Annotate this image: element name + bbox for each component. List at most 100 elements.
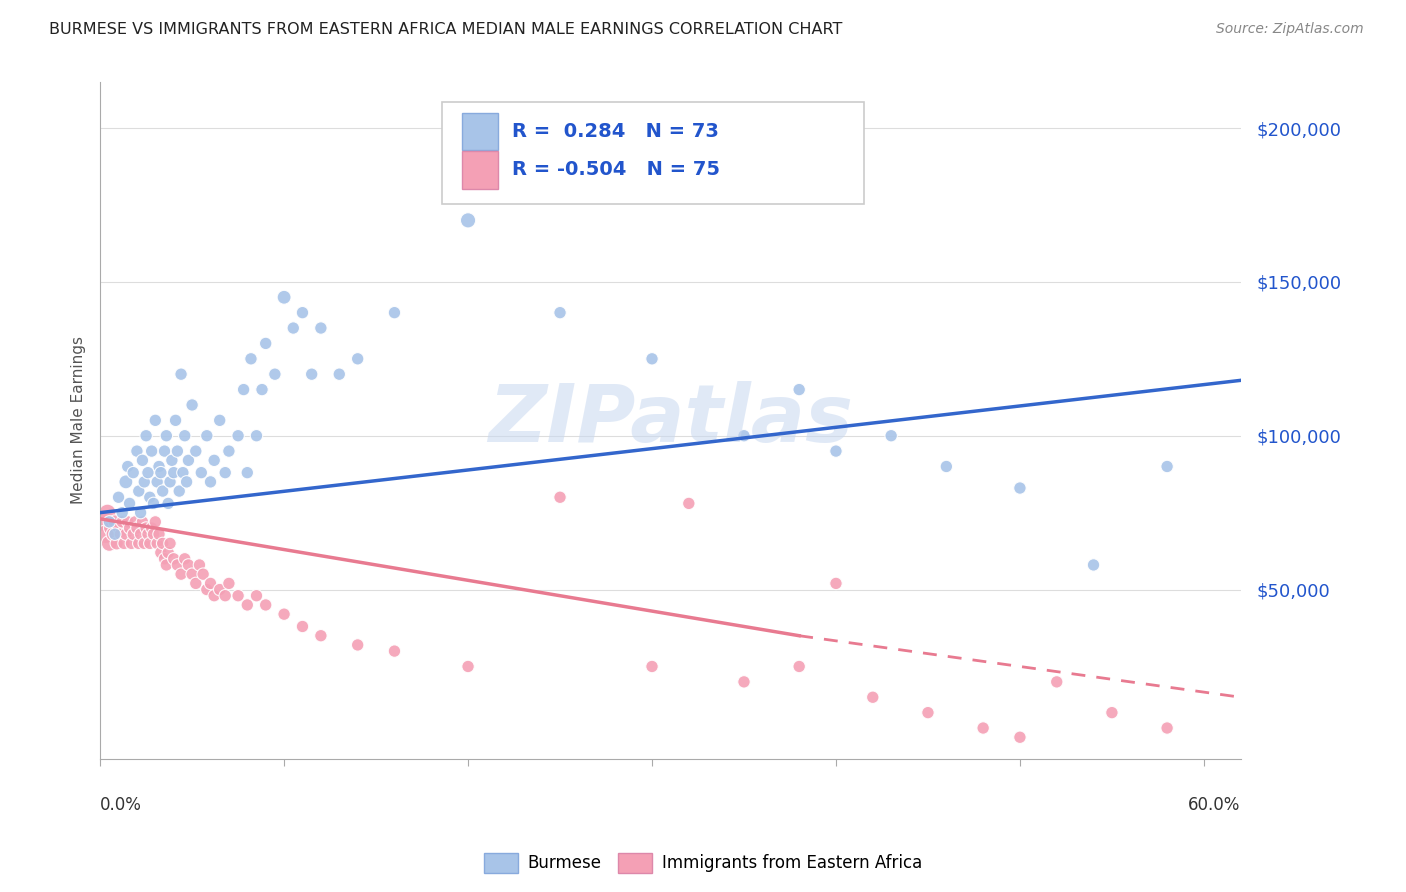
Point [202,589,225,603]
Point [641,659,664,673]
Point [177,558,200,572]
Point [177,453,200,467]
Point [166,558,188,572]
Point [134,536,156,550]
Point [129,527,152,541]
Point [214,589,236,603]
Point [236,466,259,480]
Point [264,367,287,381]
Point [125,444,148,458]
Point [309,629,332,643]
Point [273,290,295,304]
Point [120,536,142,550]
Point [214,466,236,480]
Point [118,521,141,535]
Point [93,515,115,529]
Point [104,515,127,529]
Point [226,589,249,603]
Point [155,428,177,442]
Point [112,536,135,550]
Point [163,551,186,566]
Point [110,527,132,541]
Point [128,536,150,550]
Point [152,484,174,499]
Point [191,567,214,582]
Point [200,475,222,489]
Point [195,582,218,597]
Point [301,367,323,381]
Point [346,638,368,652]
Point [176,475,198,489]
Point [825,576,848,591]
Point [136,527,159,541]
Point [128,484,150,499]
Point [131,515,153,529]
Text: 60.0%: 60.0% [1188,796,1240,814]
Point [117,515,139,529]
Point [972,721,994,735]
Point [159,536,181,550]
Point [135,428,157,442]
Point [94,527,117,541]
Point [122,527,145,541]
Point [153,551,176,566]
Point [107,521,129,535]
Point [170,567,193,582]
Point [163,466,186,480]
Point [96,506,118,520]
Point [218,576,240,591]
Y-axis label: Median Male Earnings: Median Male Earnings [72,336,86,504]
Point [98,536,121,550]
Point [173,428,195,442]
Point [787,383,810,397]
Point [105,536,128,550]
Point [1008,731,1031,745]
Point [111,515,134,529]
Point [218,444,240,458]
Point [245,428,267,442]
Point [153,444,176,458]
Point [273,607,295,622]
Bar [461,152,498,188]
Point [181,398,204,412]
Point [825,444,848,458]
Point [141,521,163,535]
Point [283,321,305,335]
Point [254,336,277,351]
Point [346,351,368,366]
Point [1046,674,1069,689]
Point [208,582,231,597]
Point [149,546,172,560]
Text: R =  0.284   N = 73: R = 0.284 N = 73 [512,122,718,141]
Point [157,496,180,510]
Text: BURMESE VS IMMIGRANTS FROM EASTERN AFRICA MEDIAN MALE EARNINGS CORRELATION CHART: BURMESE VS IMMIGRANTS FROM EASTERN AFRIC… [49,22,842,37]
Point [131,453,153,467]
Point [115,527,138,541]
Point [1101,706,1123,720]
Point [157,546,180,560]
Point [457,659,479,673]
Point [111,506,134,520]
Point [733,428,755,442]
Point [172,466,194,480]
Text: ZIPatlas: ZIPatlas [488,382,853,459]
Point [143,515,166,529]
Point [1083,558,1105,572]
Point [254,598,277,612]
Point [384,644,406,658]
Text: 0.0%: 0.0% [100,796,142,814]
Point [236,598,259,612]
Point [129,506,152,520]
Point [309,321,332,335]
Point [160,453,183,467]
Point [170,367,193,381]
Point [733,674,755,689]
Point [125,521,148,535]
Point [173,551,195,566]
Point [104,527,127,541]
Point [148,459,170,474]
Point [190,466,212,480]
Legend: Burmese, Immigrants from Eastern Africa: Burmese, Immigrants from Eastern Africa [478,847,928,880]
Text: R = -0.504   N = 75: R = -0.504 N = 75 [512,161,720,179]
Point [291,306,314,320]
